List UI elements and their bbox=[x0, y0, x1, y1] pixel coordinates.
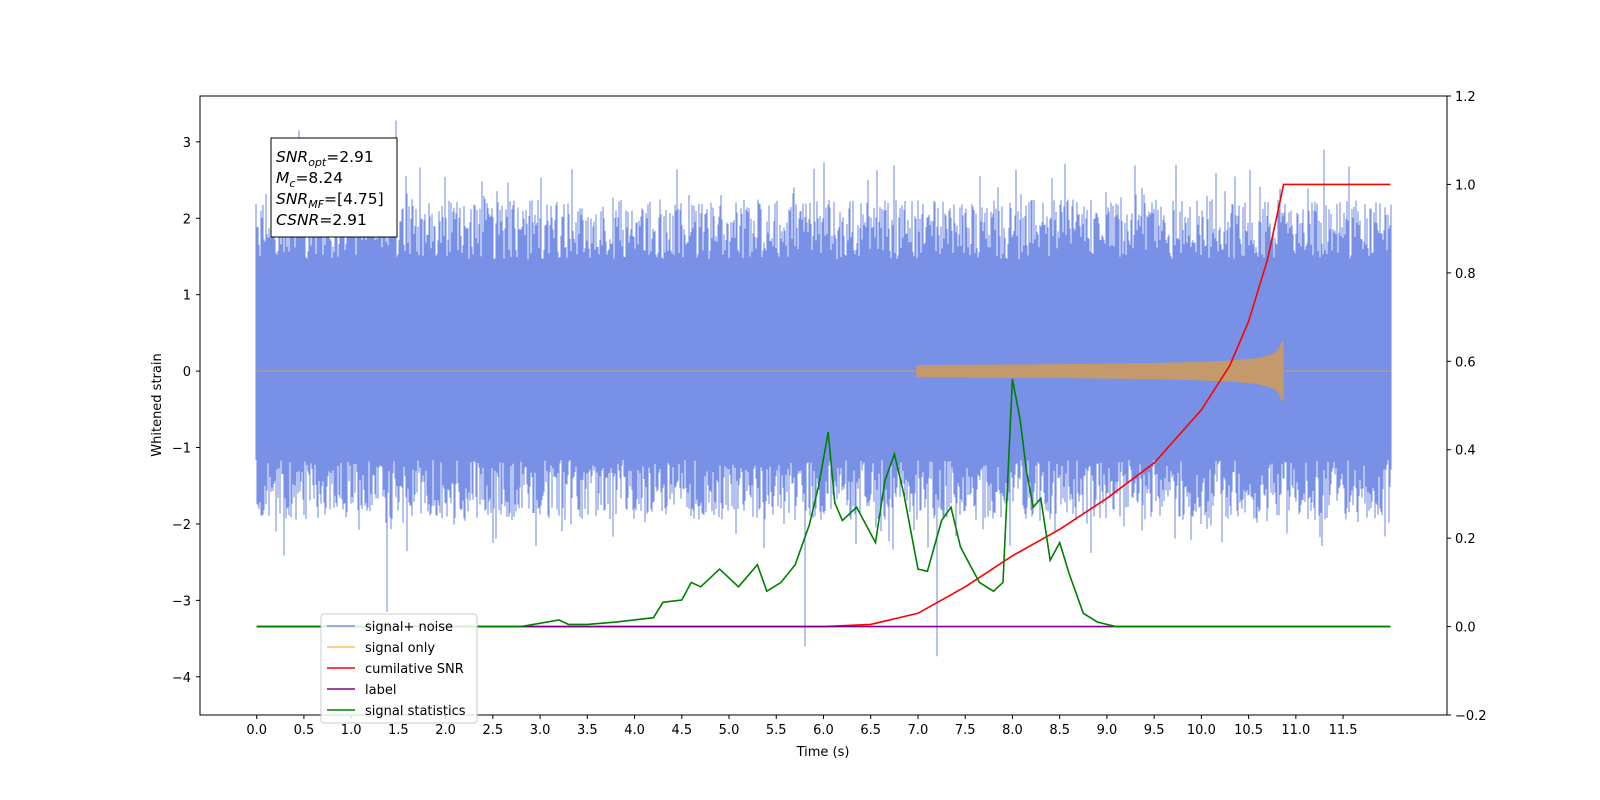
legend-entry: signal+ noise bbox=[365, 620, 453, 635]
x-tick-label: 6.0 bbox=[813, 723, 834, 738]
stats-line: Mc=8.24 bbox=[276, 169, 343, 190]
x-tick-label: 1.0 bbox=[341, 723, 362, 738]
series-cumilative-snr bbox=[256, 183, 1391, 628]
y-tick-label: 2 bbox=[183, 212, 191, 227]
legend-frame bbox=[320, 613, 478, 724]
y2-tick-label: 1.2 bbox=[1455, 90, 1476, 105]
y-tick-label: −3 bbox=[172, 594, 191, 609]
x-tick-label: 4.0 bbox=[624, 723, 645, 738]
legend-entry: signal only bbox=[365, 641, 435, 656]
x-tick-label: 9.0 bbox=[1097, 723, 1118, 738]
x-tick-label: 10.5 bbox=[1234, 723, 1263, 738]
stats-box-frame bbox=[270, 137, 398, 238]
y-axis-left: 3 2 1 0 −1 −2 −3 −4 bbox=[172, 136, 200, 686]
series-layer bbox=[255, 120, 1392, 657]
y-axis-right: 1.2 1.0 0.8 0.6 0.4 0.2 0.0 −0.2 bbox=[1447, 90, 1487, 724]
y-tick-label: −4 bbox=[172, 671, 191, 686]
y-axis-label: Whitened strain bbox=[150, 353, 165, 456]
x-tick-label: 9.5 bbox=[1144, 723, 1165, 738]
stats-line: SNRMF=[4.75] bbox=[276, 190, 384, 211]
y2-tick-label: 0.6 bbox=[1455, 355, 1476, 370]
x-tick-label: 5.0 bbox=[719, 723, 740, 738]
x-tick-label: 2.5 bbox=[483, 723, 504, 738]
x-tick-label: 7.5 bbox=[955, 723, 976, 738]
stats-line: CSNR=2.91 bbox=[276, 211, 367, 229]
y2-tick-label: 0.8 bbox=[1455, 267, 1476, 282]
stats-line: SNRopt=2.91 bbox=[276, 148, 374, 169]
y-tick-label: 1 bbox=[183, 289, 191, 304]
x-tick-label: 11.0 bbox=[1281, 723, 1310, 738]
x-tick-label: 8.0 bbox=[1002, 723, 1023, 738]
legend-entry: cumilative SNR bbox=[365, 662, 464, 677]
x-axis: 0.0 0.5 1.0 1.5 2.0 2.5 3.0 3.5 4.0 4.5 5.0 5.5 6.0 6… bbox=[246, 715, 1358, 738]
y-tick-label: 0 bbox=[183, 365, 191, 380]
y2-tick-label: −0.2 bbox=[1455, 709, 1487, 724]
y2-tick-label: 0.4 bbox=[1455, 444, 1476, 459]
y2-tick-label: 0.0 bbox=[1455, 621, 1476, 636]
x-tick-label: 6.5 bbox=[860, 723, 881, 738]
y2-tick-label: 0.2 bbox=[1455, 532, 1476, 547]
x-tick-label: 3.5 bbox=[577, 723, 598, 738]
y-tick-label: −2 bbox=[172, 518, 191, 533]
legend: signal+ noise signal only cumilative SNR la… bbox=[320, 613, 478, 724]
x-tick-label: 3.0 bbox=[530, 723, 551, 738]
x-tick-label: 5.5 bbox=[766, 723, 787, 738]
x-tick-label: 10.0 bbox=[1187, 723, 1216, 738]
y-tick-label: 3 bbox=[183, 136, 191, 151]
x-tick-label: 4.5 bbox=[671, 723, 692, 738]
x-tick-label: 7.0 bbox=[908, 723, 929, 738]
legend-entry: signal statistics bbox=[365, 704, 466, 719]
x-axis-label: Time (s) bbox=[796, 745, 850, 760]
x-tick-label: 11.5 bbox=[1329, 723, 1358, 738]
x-tick-label: 8.5 bbox=[1049, 723, 1070, 738]
y2-tick-label: 1.0 bbox=[1455, 178, 1476, 193]
y-tick-label: −1 bbox=[172, 442, 191, 457]
series-signal-only bbox=[256, 341, 1391, 401]
x-tick-label: 0.0 bbox=[246, 723, 267, 738]
series-signal-statistics bbox=[256, 378, 1391, 628]
x-tick-label: 1.5 bbox=[388, 723, 409, 738]
legend-entry: label bbox=[365, 683, 396, 698]
x-tick-label: 0.5 bbox=[294, 723, 315, 738]
x-tick-label: 2.0 bbox=[435, 723, 456, 738]
